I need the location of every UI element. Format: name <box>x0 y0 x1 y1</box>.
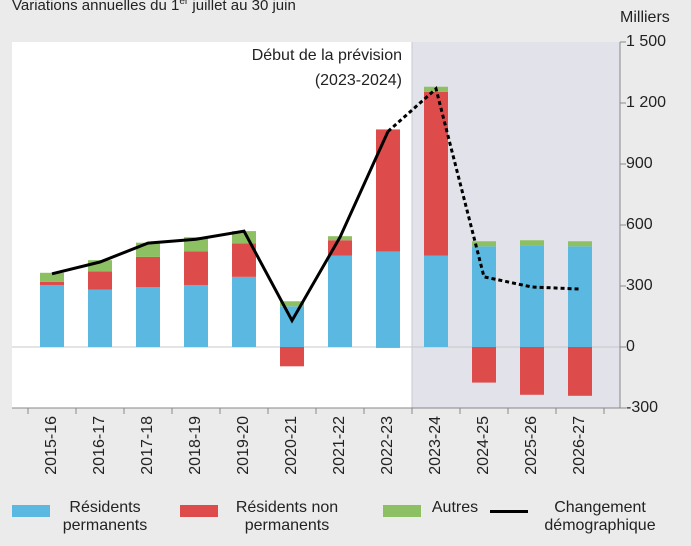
bar-segment <box>280 306 304 347</box>
legend-label: Résidents permanents <box>62 499 148 534</box>
bar-segment <box>568 347 592 396</box>
bar-segment <box>520 245 544 347</box>
x-tick-label: 2026-27 <box>571 416 588 475</box>
bar-segment <box>472 246 496 347</box>
y-unit: Milliers <box>620 9 670 26</box>
legend-swatch <box>383 505 421 517</box>
line-series <box>51 130 390 324</box>
bar-segment <box>40 284 64 347</box>
y-tick-label: 1 500 <box>626 33 666 50</box>
bar-segment <box>568 246 592 347</box>
bar-segment <box>328 255 352 347</box>
bar-segment <box>568 241 592 247</box>
x-tick-label: 2016-17 <box>91 416 108 475</box>
legend-swatch <box>12 505 50 517</box>
annotation: Début de la prévision <box>252 47 402 64</box>
line-series <box>387 86 581 291</box>
bar-segment <box>424 91 448 256</box>
bar-segment <box>184 251 208 285</box>
legend-swatch <box>180 505 218 517</box>
subtitle-sup: er <box>179 0 189 7</box>
y-tick-label: 1 200 <box>626 94 666 111</box>
bar-segment <box>280 301 304 307</box>
bar-segment <box>472 241 496 247</box>
y-tick-label: 0 <box>626 338 635 355</box>
legend-label: Changement démographique <box>544 499 656 534</box>
bar-segment <box>472 347 496 383</box>
bar-segment <box>40 281 64 285</box>
annotation: (2023-2024) <box>315 72 402 89</box>
bar-segment <box>88 289 112 347</box>
bar-segment <box>520 240 544 246</box>
bar-segment <box>376 347 400 349</box>
bar-segment <box>88 260 112 272</box>
x-tick-label: 2015-16 <box>43 416 60 475</box>
y-tick-label: 900 <box>626 155 653 172</box>
x-tick-label: 2021-22 <box>331 416 348 475</box>
bar-segment <box>232 276 256 347</box>
legend-label: Résidents non permanents <box>235 499 339 534</box>
bar-segment <box>184 284 208 347</box>
y-tick-label: 600 <box>626 216 653 233</box>
bar-segment <box>424 255 448 347</box>
x-tick-label: 2018-19 <box>187 416 204 475</box>
legend-label: Autres <box>431 499 479 516</box>
bar-segment <box>88 271 112 290</box>
bar-segment <box>520 347 544 395</box>
x-tick-label: 2017-18 <box>139 416 156 475</box>
subtitle-part: Variations annuelles du 1 <box>12 0 179 14</box>
legend-swatch <box>490 510 528 513</box>
x-tick-label: 2022-23 <box>379 416 396 475</box>
y-tick-label: -300 <box>626 399 658 416</box>
subtitle-part: juillet au 30 juin <box>188 0 296 14</box>
y-tick-label: 300 <box>626 277 653 294</box>
bar-segment <box>136 256 160 288</box>
legend: Résidents permanents Résidents non perman… <box>0 499 691 545</box>
subtitle: Variations annuelles du 1er juillet au 3… <box>12 0 296 14</box>
x-tick-label: 2023-24 <box>427 416 444 475</box>
bar-segment <box>280 347 304 367</box>
bar-segment <box>328 240 352 256</box>
chart: Variations annuelles du 1er juillet au 3… <box>12 0 670 475</box>
x-tick-label: 2020-21 <box>283 416 300 475</box>
bar-segment <box>376 251 400 347</box>
x-tick-label: 2025-26 <box>523 416 540 475</box>
bar-segment <box>40 272 64 282</box>
x-tick-label: 2024-25 <box>475 416 492 475</box>
bar-segment <box>136 287 160 347</box>
x-tick-label: 2019-20 <box>235 416 252 475</box>
